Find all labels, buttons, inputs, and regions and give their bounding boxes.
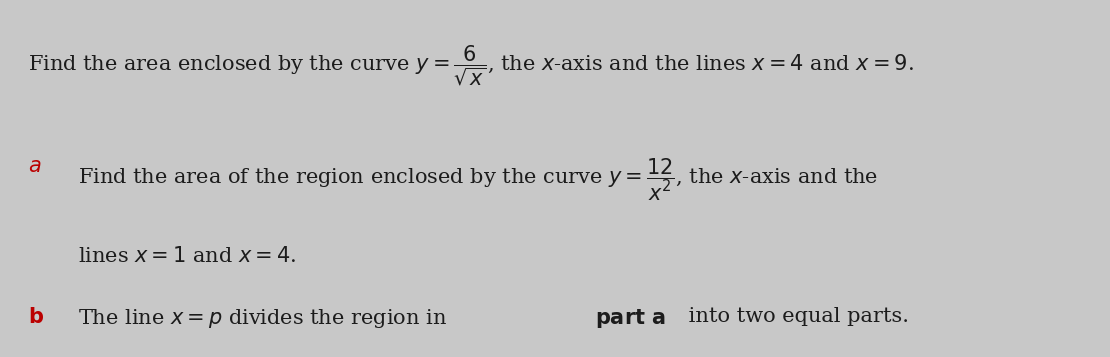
Text: Find the area of the region enclosed by the curve $y = \dfrac{12}{x^{2}}$, the $: Find the area of the region enclosed by … [78,157,878,203]
Text: The line $x = p$ divides the region in: The line $x = p$ divides the region in [78,307,447,330]
Text: lines $x = 1$ and $x = 4$.: lines $x = 1$ and $x = 4$. [78,246,296,266]
Text: $\mathbf{part\ a}$: $\mathbf{part\ a}$ [595,307,665,330]
Text: Find the area enclosed by the curve $y = \dfrac{6}{\sqrt{x}}$, the $x$-axis and : Find the area enclosed by the curve $y =… [28,43,914,87]
Text: $\mathbf{b}$: $\mathbf{b}$ [28,307,43,327]
Text: into two equal parts.: into two equal parts. [682,307,909,326]
Text: $a$: $a$ [28,157,41,176]
